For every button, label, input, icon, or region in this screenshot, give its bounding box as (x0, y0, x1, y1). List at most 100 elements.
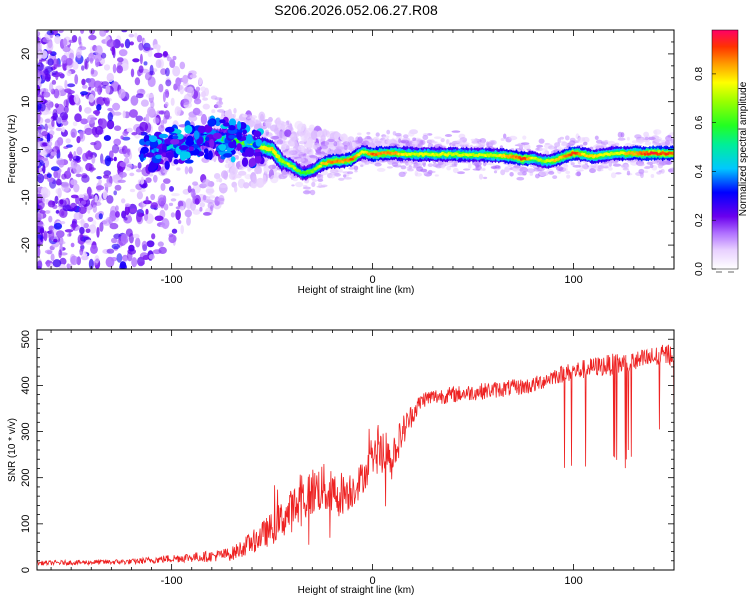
noise-blob (64, 229, 74, 233)
noise-blob (231, 165, 238, 170)
noise-blob (113, 111, 122, 116)
noise-blob (51, 79, 57, 85)
halo-blob (557, 146, 562, 151)
y-tick-label: 0 (20, 567, 32, 573)
halo-blob (329, 169, 339, 174)
noise-blob (169, 186, 174, 192)
noise-blob (218, 194, 225, 205)
noise-blob (37, 31, 41, 37)
noise-blob (58, 263, 67, 269)
noise-blob (88, 93, 95, 103)
noise-blob (164, 101, 169, 107)
halo-blob (576, 171, 581, 177)
noise-blob (152, 117, 160, 124)
noise-blob (262, 174, 267, 185)
halo-blob (612, 163, 622, 167)
noise-blob (153, 39, 158, 45)
noise-blob (97, 85, 102, 95)
ridge-cell (276, 154, 281, 159)
halo-blob (668, 167, 674, 174)
noise-blob (123, 148, 131, 158)
noise-blob (168, 234, 177, 244)
halo-blob (559, 136, 564, 140)
noise-blob (62, 45, 71, 53)
noise-blob (46, 132, 51, 144)
halo-blob (427, 143, 434, 149)
noise-blob (55, 127, 63, 132)
halo-blob (395, 132, 402, 137)
noise-blob (60, 221, 66, 225)
clump-blob (172, 135, 179, 140)
halo-blob (334, 148, 342, 154)
noise-blob (216, 101, 224, 106)
noise-blob (87, 217, 94, 222)
clump-blob (214, 117, 222, 127)
halo-blob (565, 170, 571, 174)
noise-blob (56, 72, 64, 77)
noise-blob (37, 96, 42, 102)
snr-ticks: -100 0 100 0 100 200 300 400 500 (20, 329, 675, 587)
halo-blob (264, 157, 270, 161)
halo-blob (429, 141, 437, 144)
noise-blob (113, 138, 121, 146)
halo-blob (536, 147, 540, 151)
noise-blob (59, 257, 67, 265)
noise-blob (65, 138, 71, 144)
noise-blob (100, 52, 107, 59)
noise-blob (148, 172, 154, 177)
noise-blob (117, 57, 124, 63)
halo-blob (452, 143, 456, 147)
halo-blob (452, 167, 459, 174)
halo-blob (583, 160, 587, 164)
noise-blob (122, 130, 129, 137)
spectrogram-marks (37, 30, 674, 269)
halo-blob (347, 171, 354, 175)
noise-blob (106, 72, 115, 83)
noise-blob (158, 83, 164, 93)
halo-blob (451, 163, 457, 166)
noise-blob (249, 115, 257, 119)
noise-blob (217, 109, 225, 113)
noise-blob (64, 79, 68, 90)
halo-blob (539, 171, 547, 177)
noise-blob (216, 178, 220, 183)
noise-blob (121, 136, 131, 141)
halo-blob (479, 138, 487, 144)
colorbar-ticks: 0.0 0.2 0.4 0.6 0.8 (694, 67, 734, 276)
noise-blob (129, 109, 138, 118)
noise-blob (247, 120, 256, 127)
noise-blob (128, 244, 135, 252)
noise-blob (37, 224, 45, 234)
noise-blob (95, 125, 104, 135)
x-tick-label: -100 (161, 274, 183, 286)
spectrogram-ridge (138, 115, 674, 181)
noise-blob (67, 153, 74, 159)
noise-blob (79, 251, 83, 256)
noise-blob (151, 233, 156, 240)
noise-blob (60, 241, 66, 245)
noise-blob (104, 182, 112, 188)
noise-blob (99, 222, 104, 232)
noise-blob (53, 238, 58, 243)
noise-blob (210, 205, 214, 212)
noise-blob (46, 50, 53, 54)
noise-blob (52, 58, 59, 67)
clump-blob (148, 135, 158, 143)
noise-blob (43, 230, 48, 242)
halo-blob (463, 168, 471, 171)
noise-blob (81, 255, 89, 261)
noise-blob (156, 44, 161, 53)
noise-blob (139, 252, 149, 260)
noise-blob (170, 97, 175, 106)
clump-blob (228, 125, 236, 131)
halo-blob (398, 171, 406, 177)
noise-blob (50, 151, 57, 156)
noise-blob (170, 212, 175, 218)
halo-blob (343, 177, 352, 180)
noise-blob (53, 222, 63, 230)
clump-blob (178, 145, 189, 151)
noise-blob (165, 79, 172, 87)
noise-blob (59, 112, 69, 121)
halo-blob (541, 151, 548, 154)
noise-blob (171, 228, 178, 234)
